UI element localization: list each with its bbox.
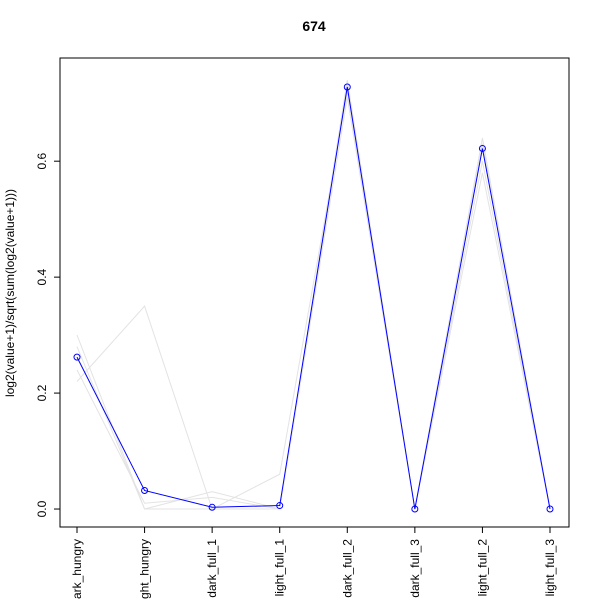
chart-title: 674 (302, 18, 326, 34)
x-tick-label: light_full_3 (543, 539, 557, 597)
x-tick-label: dark_full_3 (408, 539, 422, 598)
x-tick-label: ght_hungry (138, 539, 152, 599)
y-tick-label: 0.2 (35, 384, 49, 401)
series-line (76, 91, 551, 510)
series-line (76, 86, 551, 510)
point (411, 505, 419, 513)
y-axis-label: log2(value+1)/sqrt(sum(log2(value+1))) (3, 189, 17, 397)
plot-frame (59, 57, 570, 528)
x-tick-label: light_full_1 (273, 539, 287, 597)
series-line (76, 97, 551, 510)
point (546, 505, 554, 513)
x-tick-label: light_full_2 (475, 539, 489, 597)
point (208, 503, 216, 511)
point (478, 144, 486, 152)
point (141, 486, 149, 494)
point (276, 502, 284, 510)
y-tick-label: 0.6 (35, 153, 49, 170)
y-tick-label: 0.4 (35, 268, 49, 285)
y-tick-label: 0.0 (35, 500, 49, 517)
point (73, 353, 81, 361)
x-tick-label: dark_full_1 (205, 539, 219, 598)
x-tick-label: ark_hungry (70, 539, 84, 599)
point (343, 83, 351, 91)
x-tick-label: dark_full_2 (340, 539, 354, 598)
